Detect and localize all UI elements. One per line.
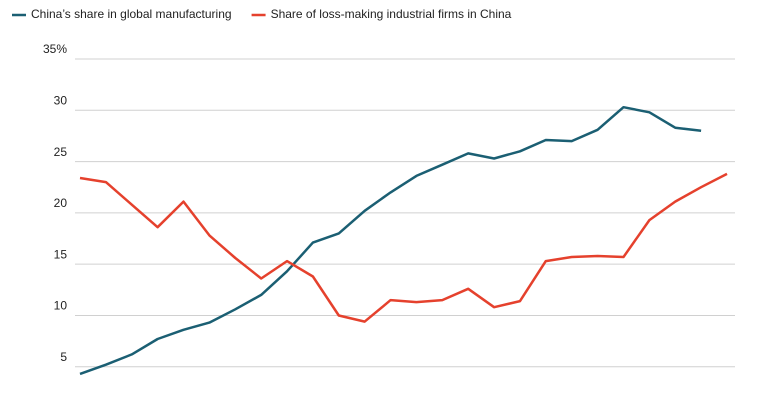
legend-label: Share of loss-making industrial firms in… xyxy=(271,7,512,21)
y-tick-label: 35% xyxy=(43,42,67,56)
y-tick-label: 15 xyxy=(54,247,68,261)
series-line xyxy=(79,172,728,323)
y-tick-label: 25 xyxy=(54,145,68,159)
series-line xyxy=(79,105,702,376)
y-tick-label: 30 xyxy=(54,93,68,107)
y-tick-label: 5 xyxy=(60,350,67,364)
y-tick-label: 10 xyxy=(54,299,68,313)
legend-label: China’s share in global manufacturing xyxy=(31,7,232,21)
y-tick-label: 20 xyxy=(54,196,68,210)
